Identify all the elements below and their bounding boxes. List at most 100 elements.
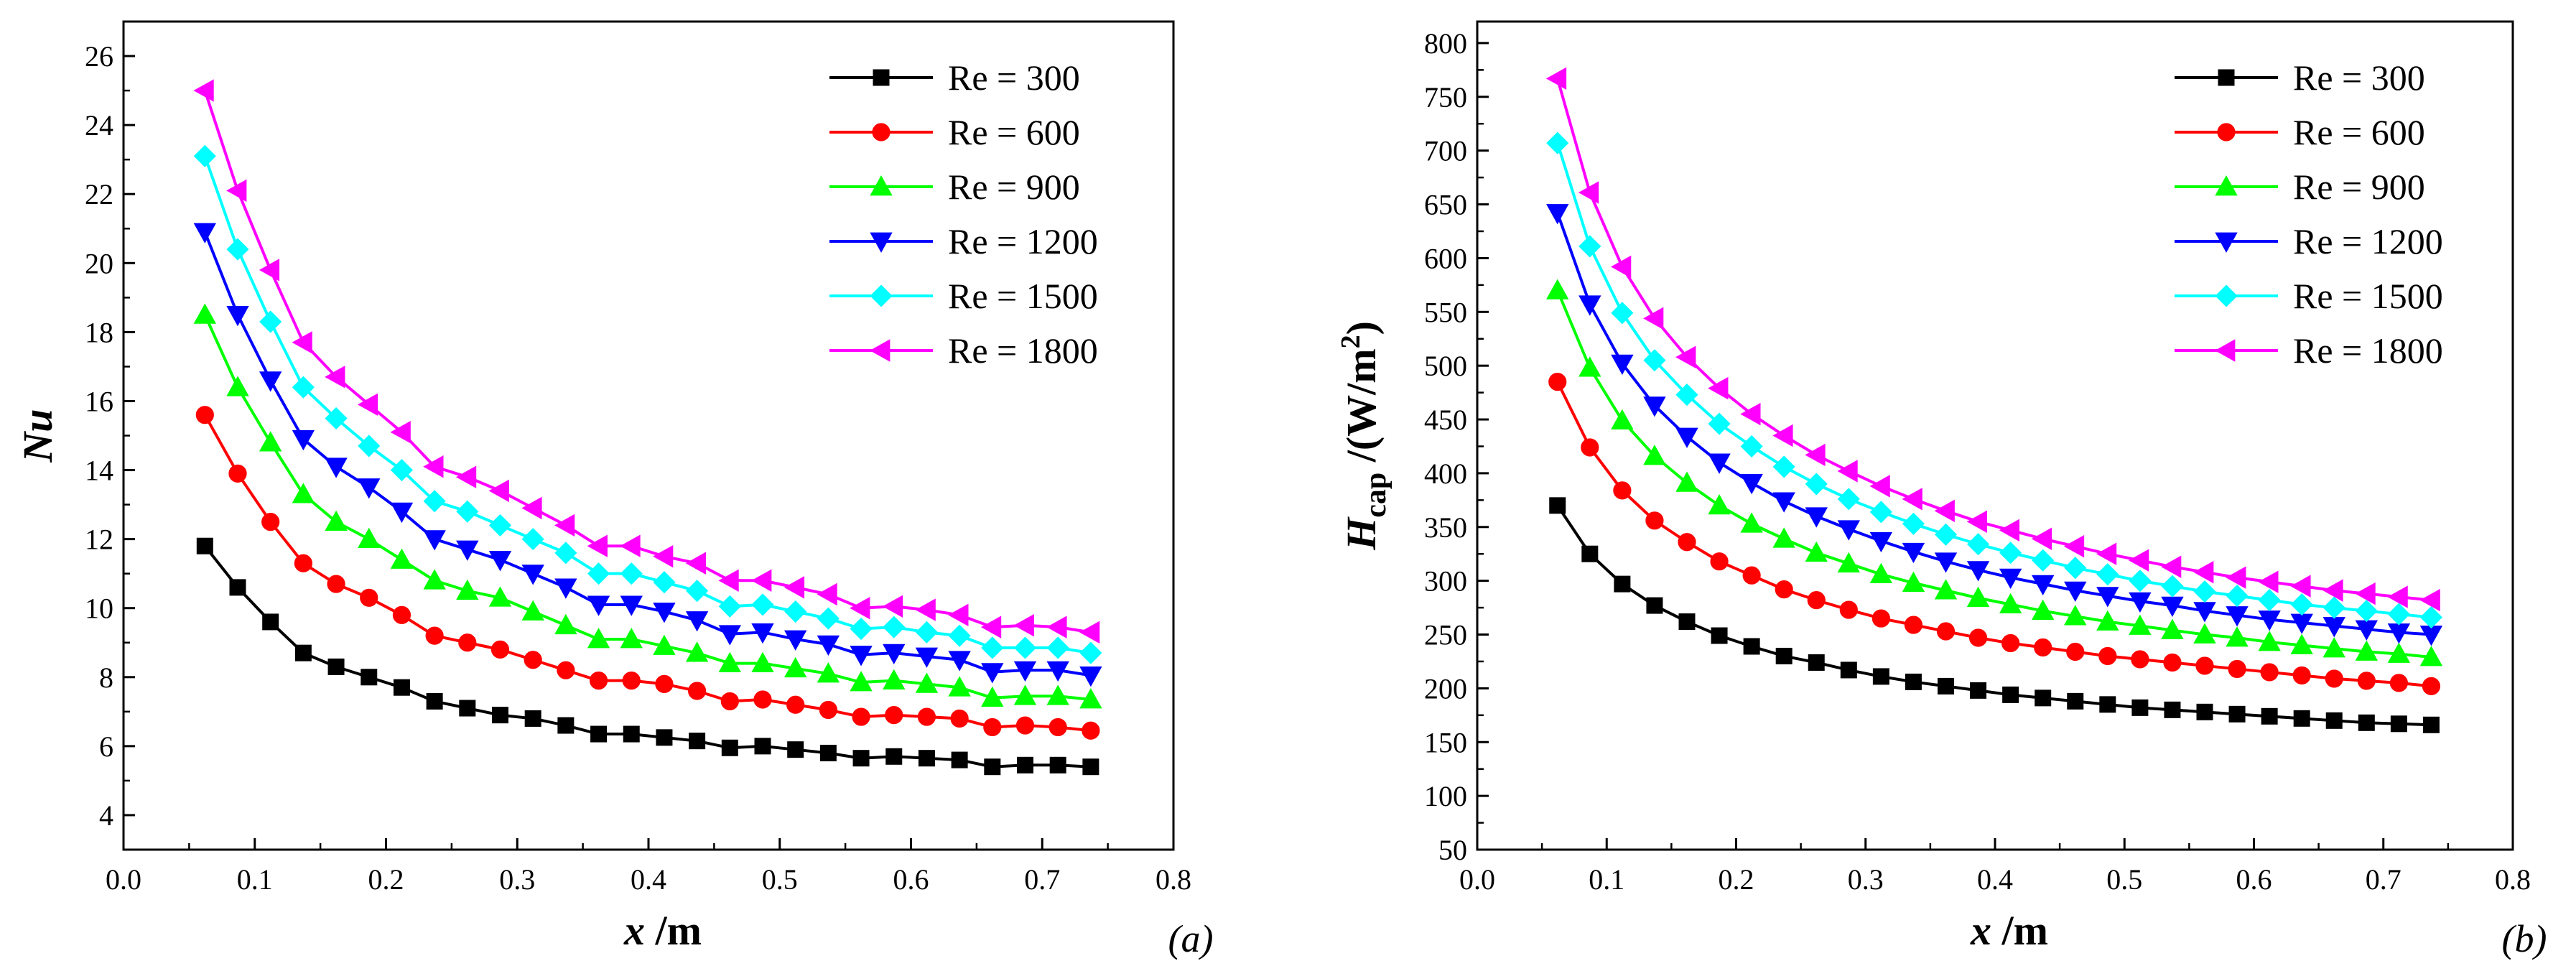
data-point (1840, 661, 1857, 679)
data-point (1968, 628, 1988, 647)
data-point (325, 458, 348, 478)
data-point (2419, 606, 2442, 629)
x-tick-label: 0.2 (368, 863, 404, 896)
data-point (262, 613, 279, 631)
data-point (426, 692, 443, 710)
y-tick-label: 150 (1424, 726, 1467, 758)
data-point (358, 435, 381, 458)
data-point (1837, 552, 1861, 573)
data-point (2031, 575, 2055, 596)
data-point (554, 514, 575, 537)
data-point (1805, 541, 1828, 562)
data-point (195, 406, 214, 424)
data-point (1548, 373, 1567, 391)
y-axis-subscript: cap (1359, 473, 1392, 518)
data-point (2099, 696, 2116, 713)
y-tick-label: 350 (1424, 511, 1467, 544)
y-axis-superscript: 2 (1336, 335, 1366, 348)
data-point (360, 588, 378, 607)
data-point (1678, 533, 1696, 552)
data-point (358, 478, 381, 499)
data-point (1549, 497, 1566, 514)
legend-marker (872, 123, 891, 141)
data-point (718, 595, 741, 618)
data-point (488, 514, 512, 537)
data-point (1643, 396, 1666, 417)
data-point (325, 366, 345, 389)
legend-label: Re = 600 (2293, 112, 2425, 152)
data-point (1772, 492, 1795, 513)
data-point (2357, 672, 2376, 690)
data-point (2098, 646, 2117, 666)
data-point (718, 569, 739, 592)
series-re1800 (1545, 67, 2440, 612)
data-point (2161, 575, 2184, 598)
data-point (1643, 307, 1664, 330)
series-line (203, 414, 1092, 733)
data-point (720, 692, 739, 711)
data-point (1049, 756, 1066, 774)
data-point (620, 628, 643, 649)
data-point (2358, 714, 2375, 731)
legend-label: Re = 900 (948, 167, 1080, 207)
data-point (751, 593, 774, 616)
data-point (852, 707, 870, 726)
y-tick-label: 500 (1424, 350, 1467, 382)
x-tick-label: 0.7 (2366, 863, 2401, 896)
data-point (819, 744, 837, 761)
data-point (2096, 563, 2119, 586)
data-point (656, 729, 673, 746)
y-tick-label: 200 (1424, 672, 1467, 705)
data-point (557, 661, 575, 679)
data-point (620, 595, 643, 616)
series-re300 (196, 537, 1099, 776)
data-point (817, 635, 840, 656)
data-point (491, 707, 508, 724)
data-point (2390, 715, 2407, 733)
data-point (2164, 701, 2181, 718)
data-point (2322, 579, 2343, 602)
data-point (1546, 204, 1569, 225)
legend-label: Re = 1200 (2293, 221, 2443, 261)
data-point (1708, 376, 1729, 400)
data-point (458, 633, 477, 652)
data-point (358, 527, 381, 549)
y-tick-label: 12 (85, 524, 113, 556)
legend-marker (870, 175, 893, 196)
data-point (718, 625, 742, 646)
data-point (984, 758, 1001, 776)
data-point (1902, 488, 1922, 511)
data-point (390, 548, 414, 569)
y-tick-label: 4 (99, 799, 113, 832)
data-point (1999, 542, 2022, 565)
data-point (787, 741, 804, 758)
data-point (2258, 631, 2281, 651)
data-point (2261, 707, 2278, 725)
data-point (1015, 716, 1035, 735)
data-point (2002, 686, 2019, 703)
data-point (1079, 641, 1102, 664)
data-point (1013, 636, 1037, 659)
panel-label: (b) (2502, 917, 2547, 960)
data-point (1936, 622, 1956, 641)
data-point (1837, 460, 1858, 483)
data-point (2325, 712, 2343, 729)
y-tick-label: 18 (85, 316, 113, 348)
data-point (226, 238, 249, 261)
legend-marker (870, 339, 891, 362)
data-point (259, 371, 282, 392)
data-point (2322, 637, 2345, 658)
x-tick-label: 0.4 (631, 863, 666, 896)
series-re600 (1548, 373, 2441, 695)
legend-label: Re = 300 (948, 57, 1080, 98)
data-point (1046, 684, 1069, 705)
series-re900 (1546, 279, 2443, 667)
data-point (1902, 571, 1925, 593)
y-tick-label: 8 (99, 661, 113, 694)
data-point (1675, 384, 1698, 407)
data-point (2419, 626, 2443, 646)
series-re1200 (193, 223, 1102, 687)
x-tick-label: 0.5 (762, 863, 798, 896)
data-point (490, 640, 510, 659)
y-tick-label: 26 (85, 40, 113, 73)
